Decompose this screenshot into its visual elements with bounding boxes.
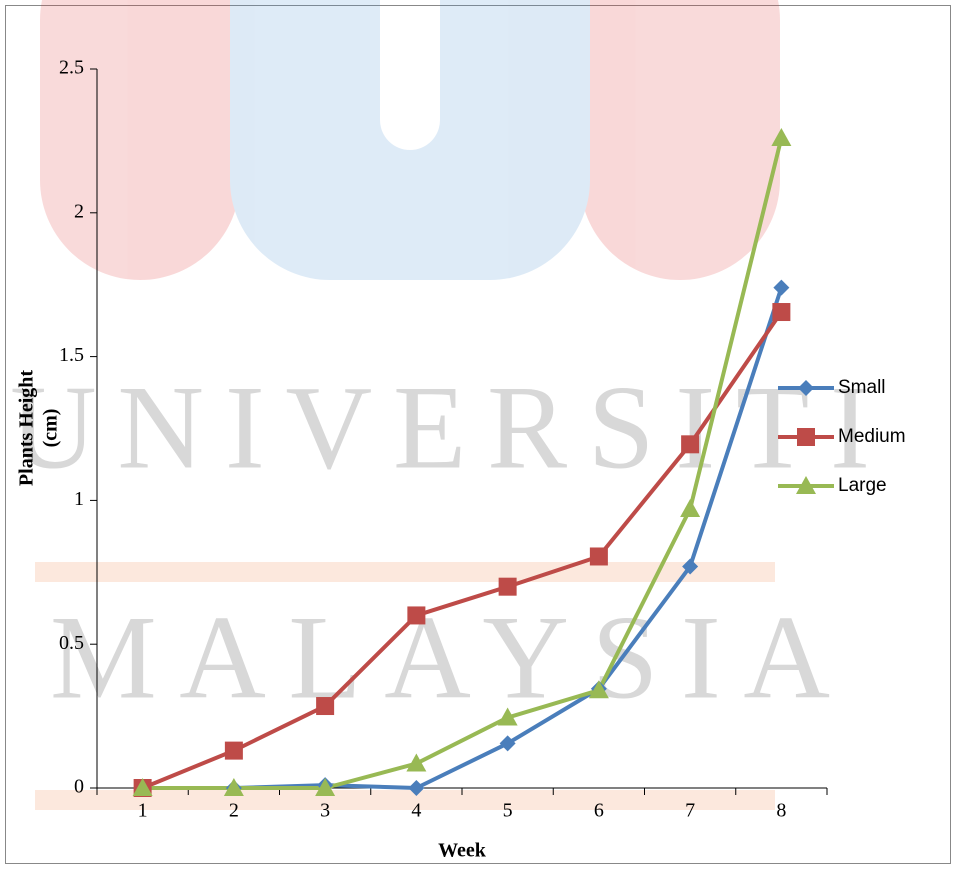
data-point <box>408 780 425 796</box>
data-point <box>406 753 427 772</box>
x-tick-label: 8 <box>776 800 786 822</box>
y-tick-label: 2.5 <box>59 57 84 79</box>
y-tick-label: 2 <box>74 200 84 222</box>
data-point <box>588 680 609 699</box>
series-line <box>142 137 784 790</box>
data-point <box>682 558 699 575</box>
legend-marker <box>798 380 814 396</box>
y-tick-label: 1 <box>74 488 84 510</box>
data-point <box>681 435 700 454</box>
x-tick-label: 7 <box>685 800 695 822</box>
data-point <box>497 707 518 726</box>
data-point <box>498 577 517 596</box>
x-tick-label: 3 <box>320 800 330 822</box>
x-axis-title: Week <box>438 840 487 862</box>
watermark-text: MALAYSIA <box>50 591 830 724</box>
data-point <box>315 778 336 796</box>
watermark-text: UNIVERSITI <box>10 361 870 494</box>
data-point <box>499 735 516 752</box>
x-tick-label: 6 <box>594 800 604 822</box>
legend-label: Medium <box>838 426 906 447</box>
legend-label: Small <box>838 377 886 398</box>
y-tick-label: 0 <box>74 776 84 798</box>
x-tick-label: 5 <box>503 800 513 822</box>
data-point <box>132 778 153 796</box>
data-point <box>224 741 243 760</box>
data-point <box>680 499 701 518</box>
data-point <box>407 606 426 625</box>
legend-label: Large <box>838 475 887 496</box>
chart-border <box>5 5 951 864</box>
x-tick-label: 1 <box>138 800 148 822</box>
data-point <box>771 128 792 147</box>
y-tick-label: 1.5 <box>59 344 84 366</box>
y-axis-title: (cm) <box>40 409 62 448</box>
data-point <box>772 303 791 322</box>
x-tick-label: 2 <box>229 800 239 822</box>
legend-marker <box>797 428 815 446</box>
y-tick-label: 0.5 <box>59 632 84 654</box>
x-tick-label: 4 <box>411 800 421 822</box>
data-point <box>223 778 244 796</box>
data-point <box>589 547 608 566</box>
legend-marker <box>796 476 816 494</box>
y-axis-title: Plants Height <box>16 370 38 486</box>
data-point <box>773 279 790 296</box>
series-line <box>141 310 784 790</box>
watermark-shapes <box>35 0 780 810</box>
data-point <box>316 697 335 716</box>
